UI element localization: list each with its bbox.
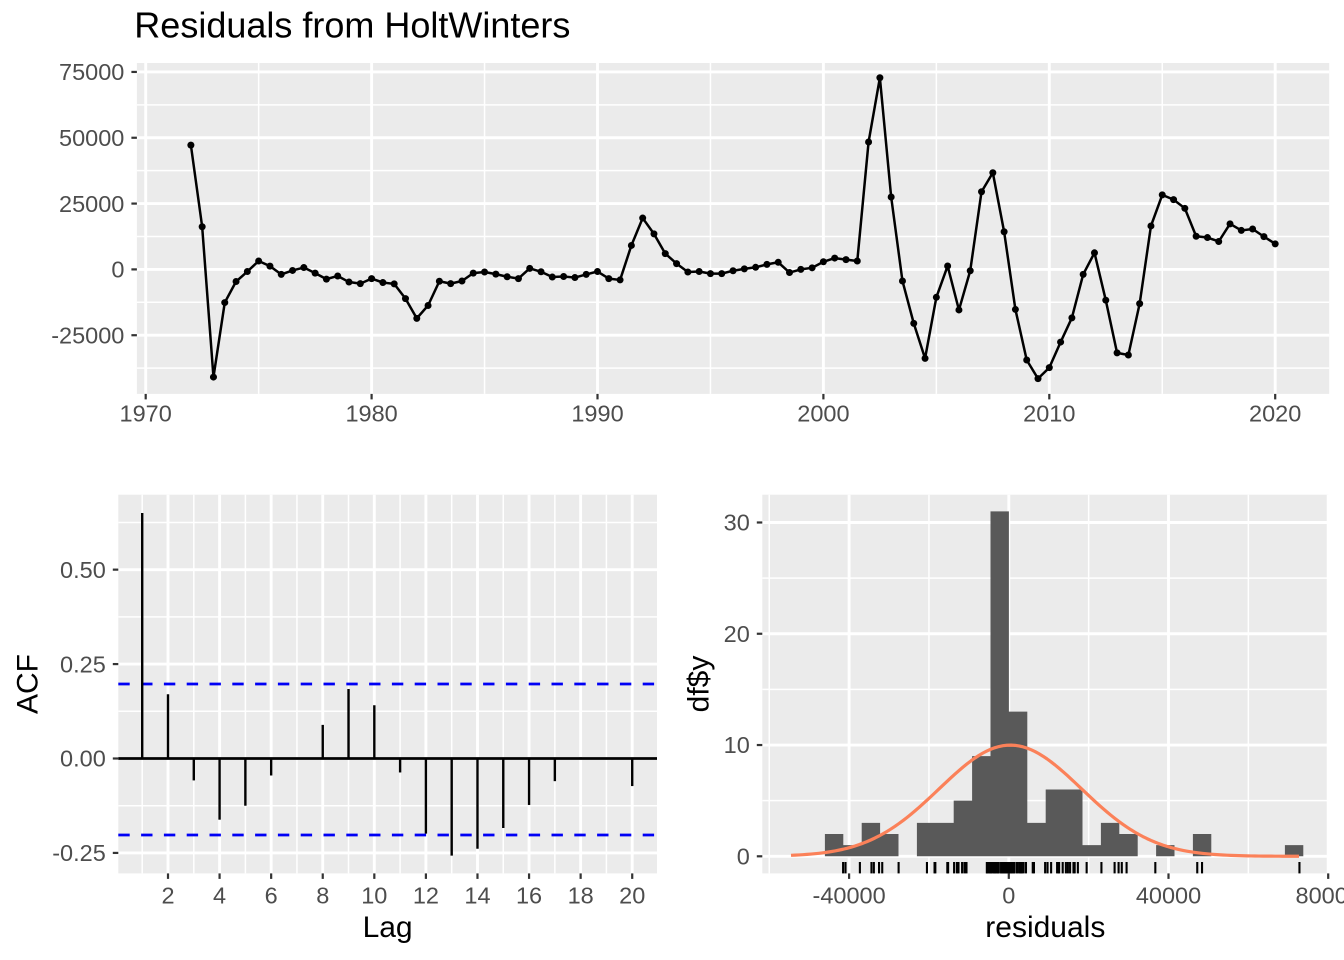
svg-text:0.00: 0.00 <box>60 746 106 772</box>
svg-text:Lag: Lag <box>363 911 413 944</box>
svg-text:20: 20 <box>619 883 645 909</box>
svg-text:80000: 80000 <box>1296 883 1344 909</box>
svg-text:2010: 2010 <box>1023 401 1075 427</box>
svg-text:-40000: -40000 <box>813 883 886 909</box>
svg-text:12: 12 <box>413 883 439 909</box>
svg-text:8: 8 <box>316 883 329 909</box>
svg-text:Residuals from HoltWinters: Residuals from HoltWinters <box>134 4 570 45</box>
svg-text:14: 14 <box>464 883 490 909</box>
svg-text:75000: 75000 <box>59 59 124 85</box>
svg-text:40000: 40000 <box>1136 883 1201 909</box>
svg-text:1980: 1980 <box>345 401 397 427</box>
svg-text:df$y: df$y <box>683 656 716 713</box>
svg-text:25000: 25000 <box>59 191 124 217</box>
svg-text:1970: 1970 <box>120 401 172 427</box>
svg-text:6: 6 <box>265 883 278 909</box>
svg-text:0.50: 0.50 <box>60 557 106 583</box>
svg-text:10: 10 <box>724 732 750 758</box>
svg-text:-0.25: -0.25 <box>52 840 106 866</box>
svg-text:0: 0 <box>111 257 124 283</box>
svg-text:18: 18 <box>568 883 594 909</box>
svg-text:1990: 1990 <box>571 401 623 427</box>
svg-text:16: 16 <box>516 883 542 909</box>
svg-text:50000: 50000 <box>59 125 124 151</box>
svg-text:30: 30 <box>724 510 750 536</box>
svg-text:20: 20 <box>724 621 750 647</box>
svg-text:0: 0 <box>1002 883 1015 909</box>
svg-text:-25000: -25000 <box>51 322 124 348</box>
svg-text:0.25: 0.25 <box>60 651 106 677</box>
svg-text:10: 10 <box>361 883 387 909</box>
svg-text:0: 0 <box>737 844 750 870</box>
svg-text:residuals: residuals <box>985 911 1105 944</box>
svg-text:ACF: ACF <box>11 654 44 714</box>
svg-text:2: 2 <box>161 883 174 909</box>
svg-text:2000: 2000 <box>797 401 849 427</box>
svg-text:4: 4 <box>213 883 226 909</box>
svg-text:2020: 2020 <box>1249 401 1301 427</box>
